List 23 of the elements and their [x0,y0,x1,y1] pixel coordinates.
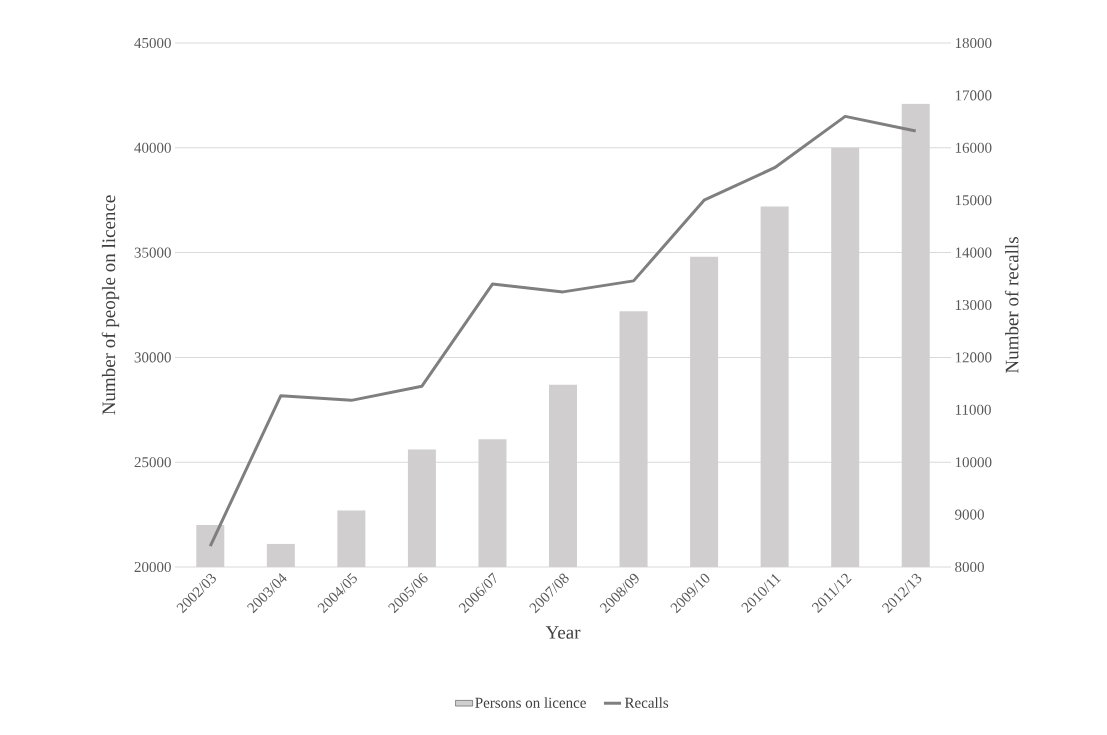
y2-tick-label: 13000 [955,299,992,311]
y2-tick-label: 10000 [955,457,992,468]
y-axis-title: Number of people on licence [101,195,120,415]
y-tick-label: 45000 [134,37,171,49]
y2-tick-label: 9000 [955,509,984,520]
y-tick-label: 20000 [134,561,171,573]
y-tick-label: 40000 [134,142,171,153]
legend-label: Recalls [624,697,669,708]
y2-tick-label: 16000 [955,142,992,153]
line-series [208,114,918,548]
y-tick-label: 35000 [134,247,171,258]
y2-tick-label: 15000 [955,195,992,206]
y2-axis-title: Number of recalls [1004,237,1019,374]
x-axis-title: Year [545,626,581,639]
y2-tick-label: 11000 [955,404,991,415]
y2-tick-label: 12000 [955,352,992,363]
y2-tick-label: 8000 [955,561,984,573]
y2-tick-label: 17000 [955,90,992,101]
y2-tick-label: 14000 [955,247,992,258]
y-tick-label: 30000 [134,352,171,363]
y2-tick-label: 18000 [955,37,992,49]
y-tick-label: 25000 [134,457,171,468]
legend-label: Persons on licence [475,697,586,708]
